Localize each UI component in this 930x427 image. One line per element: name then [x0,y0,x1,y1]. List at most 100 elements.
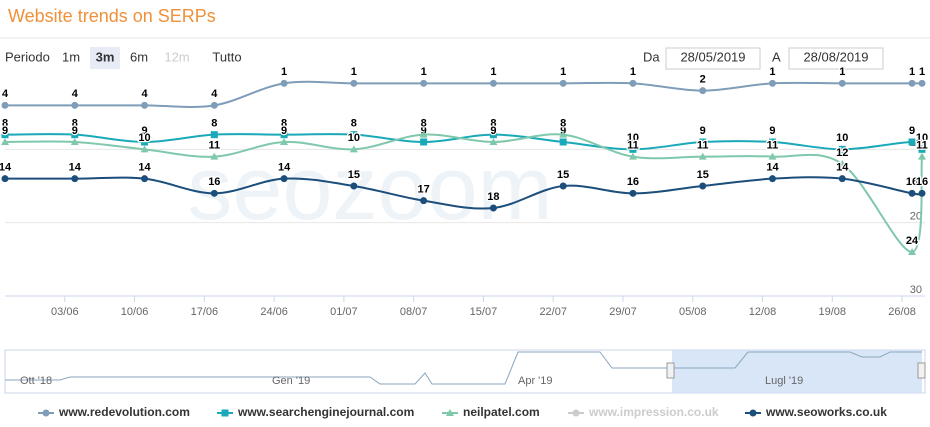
navigator-handle[interactable] [917,362,926,379]
point[interactable] [559,130,568,138]
point[interactable] [420,138,428,146]
point[interactable] [210,152,219,160]
data-label: 16 [906,176,918,188]
point[interactable] [768,138,776,146]
legend-item[interactable]: www.searchenginejournal.com [237,405,414,419]
point[interactable] [918,189,926,197]
x-tick-label: 15/07 [470,306,498,318]
point[interactable] [908,189,916,197]
navigator-label: Apr '19 [518,375,553,387]
point[interactable] [489,138,498,145]
to-input[interactable] [788,47,884,70]
point[interactable] [71,131,79,139]
data-label: 18 [487,191,499,203]
point[interactable] [280,79,288,87]
legend-item[interactable]: www.redevolution.com [58,405,190,419]
point[interactable] [489,131,497,139]
point[interactable] [1,138,9,145]
point[interactable] [768,79,776,87]
point[interactable] [349,145,358,153]
point[interactable] [698,152,707,160]
data-label: 9 [281,125,287,137]
period-button[interactable]: 12m [164,49,189,64]
data-label: 8 [72,118,78,130]
from-date[interactable]: 28/05/2019 [680,49,745,64]
point[interactable] [918,79,926,87]
data-label: 8 [560,118,566,130]
point[interactable] [838,145,846,153]
data-label: 1 [839,66,845,78]
point[interactable] [1,101,9,109]
point[interactable] [280,138,289,145]
point[interactable] [140,145,149,153]
navigator-label: Lugl '19 [765,375,803,387]
legend-item[interactable]: www.impression.co.uk [588,405,719,419]
legend-marker [42,409,50,417]
point[interactable] [141,101,149,109]
point[interactable] [559,79,567,87]
point[interactable] [629,145,637,153]
point[interactable] [71,175,79,183]
point[interactable] [280,131,288,139]
point[interactable] [918,152,926,160]
data-label: 8 [421,118,427,130]
point[interactable] [699,138,707,146]
point[interactable] [908,79,916,87]
data-label: 10 [138,132,150,144]
point[interactable] [629,79,637,87]
point[interactable] [559,182,567,190]
point[interactable] [141,138,149,146]
point[interactable] [908,248,917,255]
data-label: 9 [769,125,775,137]
point[interactable] [210,131,218,139]
point[interactable] [420,197,428,205]
data-label: 4 [211,88,218,100]
point[interactable] [210,101,218,109]
period-button[interactable]: 6m [130,49,148,64]
point[interactable] [350,131,358,139]
point[interactable] [768,175,776,183]
point[interactable] [489,79,497,87]
data-label: 8 [490,118,496,130]
point[interactable] [838,79,846,87]
point[interactable] [419,130,428,138]
point[interactable] [489,204,497,212]
point[interactable] [699,87,707,95]
point[interactable] [280,175,288,183]
point[interactable] [628,152,637,160]
navigator-labels: Ott '18 Gen '19 Apr '19 Lugl '19 [20,375,803,387]
point[interactable] [350,182,358,190]
navigator-label: Gen '19 [272,375,310,387]
point[interactable] [210,189,218,197]
data-label: 11 [208,140,220,152]
y-tick-label: 20 [910,211,922,223]
point[interactable] [350,79,358,87]
point[interactable] [908,138,916,146]
point[interactable] [1,175,9,183]
point[interactable] [699,182,707,190]
point[interactable] [629,189,637,197]
legend-marker [572,409,580,417]
point[interactable] [420,79,428,87]
legend-item[interactable]: www.seoworks.co.uk [765,405,887,419]
point[interactable] [71,101,79,109]
point[interactable] [1,131,9,139]
navigator-line [5,351,922,385]
period-button[interactable]: 1m [62,49,80,64]
x-tick-label: 22/07 [539,306,567,318]
point[interactable] [838,160,847,167]
point[interactable] [559,138,567,146]
data-label: 15 [557,169,569,181]
point[interactable] [70,138,79,145]
point[interactable] [838,175,846,183]
point[interactable] [918,145,926,153]
to-date[interactable]: 28/08/2019 [803,49,868,64]
legend-item[interactable]: neilpatel.com [463,405,540,419]
period-button[interactable]: Tutto [212,49,241,64]
point[interactable] [141,175,149,183]
navigator-handle[interactable] [666,362,675,379]
point[interactable] [768,152,777,160]
legend-marker [221,409,229,417]
period-button[interactable]: 3m [96,49,115,64]
from-input[interactable] [665,47,761,70]
